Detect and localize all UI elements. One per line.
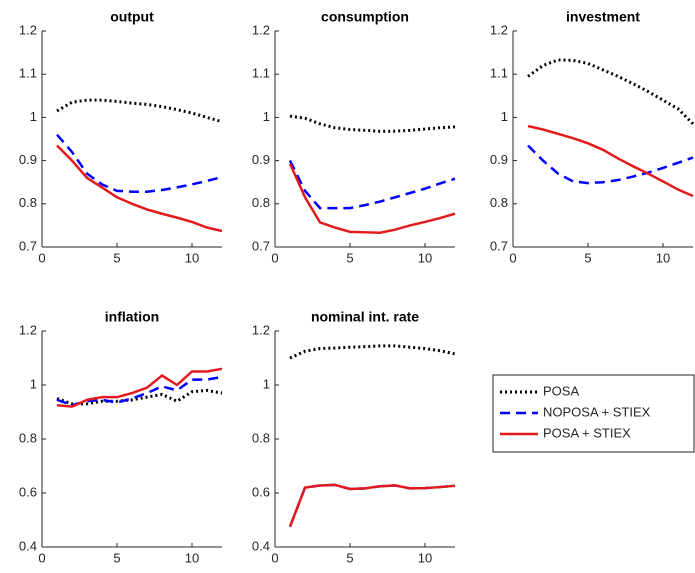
y-tick-label: 0.8 bbox=[19, 195, 37, 210]
y-tick-label: 1.2 bbox=[490, 22, 508, 37]
x-tick-label: 5 bbox=[584, 250, 591, 265]
legend-label: NOPOSA + STIEX bbox=[543, 404, 651, 419]
x-tick-label: 0 bbox=[38, 250, 45, 265]
y-tick-label: 0.4 bbox=[19, 538, 37, 553]
y-tick-label: 0.6 bbox=[19, 484, 37, 499]
y-tick-label: 1 bbox=[501, 109, 508, 124]
y-tick-label: 0.9 bbox=[19, 152, 37, 167]
subplot-title: investment bbox=[566, 9, 640, 25]
legend-box bbox=[492, 374, 695, 453]
y-tick-label: 0.7 bbox=[252, 238, 270, 253]
y-tick-label: 0.8 bbox=[252, 195, 270, 210]
series-line bbox=[289, 344, 456, 360]
y-tick-label: 0.9 bbox=[490, 152, 508, 167]
y-tick-label: 1.2 bbox=[252, 22, 270, 37]
x-tick-label: 0 bbox=[271, 250, 278, 265]
y-tick-label: 1 bbox=[263, 109, 270, 124]
x-tick-label: 5 bbox=[113, 250, 120, 265]
series-line bbox=[288, 160, 456, 210]
x-tick-label: 10 bbox=[418, 550, 432, 565]
x-tick-label: 10 bbox=[185, 550, 199, 565]
series-line bbox=[527, 58, 695, 125]
series-line bbox=[288, 163, 456, 234]
y-tick-label: 1.1 bbox=[490, 66, 508, 81]
series-line bbox=[527, 144, 694, 185]
y-tick-label: 1.1 bbox=[252, 66, 270, 81]
subplot-title: inflation bbox=[105, 309, 159, 325]
x-tick-label: 5 bbox=[346, 550, 353, 565]
y-tick-label: 0.8 bbox=[19, 430, 37, 445]
series-line bbox=[56, 367, 223, 408]
series-line bbox=[288, 483, 456, 528]
y-tick-label: 0.6 bbox=[252, 484, 270, 499]
series-line bbox=[288, 483, 456, 528]
subplot-title: consumption bbox=[321, 9, 409, 25]
y-tick-label: 1 bbox=[263, 376, 270, 391]
y-tick-label: 0.9 bbox=[252, 152, 270, 167]
series-line bbox=[56, 144, 223, 233]
x-tick-label: 10 bbox=[656, 250, 670, 265]
y-tick-label: 0.8 bbox=[252, 430, 270, 445]
y-tick-label: 0.7 bbox=[19, 238, 37, 253]
subplot-title: nominal int. rate bbox=[311, 309, 419, 325]
series-line bbox=[527, 124, 694, 198]
series-line bbox=[56, 98, 223, 124]
y-tick-label: 1.2 bbox=[19, 322, 37, 337]
x-tick-label: 10 bbox=[418, 250, 432, 265]
legend-label: POSA + STIEX bbox=[543, 425, 631, 440]
y-tick-label: 1.1 bbox=[19, 66, 37, 81]
x-tick-label: 0 bbox=[509, 250, 516, 265]
x-tick-label: 10 bbox=[185, 250, 199, 265]
series-line bbox=[56, 133, 223, 193]
y-tick-label: 1.2 bbox=[252, 322, 270, 337]
y-tick-label: 1.2 bbox=[19, 22, 37, 37]
y-tick-label: 0.8 bbox=[490, 195, 508, 210]
y-tick-label: 0.7 bbox=[490, 238, 508, 253]
y-tick-label: 0.4 bbox=[252, 538, 270, 553]
x-tick-label: 0 bbox=[38, 550, 45, 565]
x-tick-label: 5 bbox=[113, 550, 120, 565]
legend-label: POSA bbox=[543, 383, 579, 398]
subplot-title: output bbox=[110, 9, 154, 25]
x-tick-label: 5 bbox=[346, 250, 353, 265]
series-line bbox=[56, 375, 223, 407]
y-tick-label: 1 bbox=[30, 376, 37, 391]
x-tick-label: 0 bbox=[271, 550, 278, 565]
series-line bbox=[289, 114, 456, 133]
y-tick-label: 1 bbox=[30, 109, 37, 124]
